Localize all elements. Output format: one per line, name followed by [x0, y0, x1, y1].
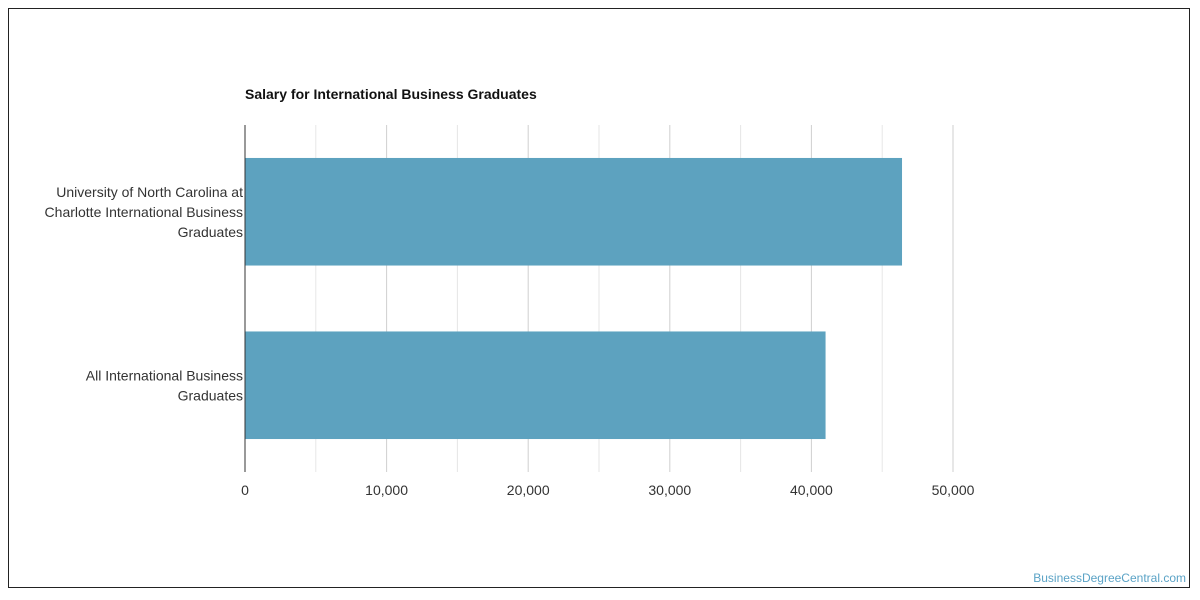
category-label-line: University of North Carolina at: [56, 184, 243, 200]
category-label-line: Graduates: [178, 387, 243, 403]
category-labels: University of North Carolina at Charlotte…: [45, 184, 244, 404]
x-tick-label: 10,000: [365, 482, 408, 498]
x-tick-label: 40,000: [790, 482, 833, 498]
x-tick-label: 0: [241, 482, 249, 498]
category-label-line: Graduates: [178, 224, 243, 240]
category-label-line: Charlotte International Business: [45, 204, 243, 220]
bar: [245, 331, 826, 440]
chart-title: Salary for International Business Gradua…: [245, 86, 537, 102]
x-tick-label: 50,000: [932, 482, 975, 498]
category-label: University of North Carolina at Charlotte…: [45, 184, 244, 240]
bars: [245, 157, 903, 440]
chart-frame: [8, 8, 1190, 588]
bar: [245, 157, 903, 266]
x-tick-labels: 0 10,000 20,000 30,000 40,000 50,000: [241, 482, 975, 498]
x-tick-label: 20,000: [507, 482, 550, 498]
x-tick-label: 30,000: [648, 482, 691, 498]
category-label-line: All International Business: [86, 367, 243, 383]
watermark: BusinessDegreeCentral.com: [1033, 571, 1186, 585]
category-label: All International Business Graduates: [86, 367, 243, 403]
